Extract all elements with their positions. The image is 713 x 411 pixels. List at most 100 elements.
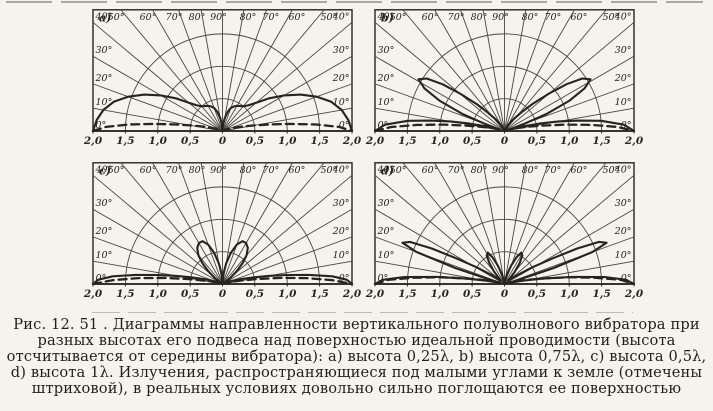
grid-arc	[439, 65, 570, 132]
radial-tick-label: 0,5	[463, 135, 481, 147]
caption-line: d) высота 1λ. Излучения, распространяющи…	[10, 363, 703, 381]
radial-tick-label: 1,0	[431, 288, 450, 300]
angle-label: 30°	[378, 198, 395, 209]
angle-label: 10°	[378, 250, 395, 261]
radiation-pattern-chart-d: 50° 60° 70° 80° 90° 80° 70° 60° 50°40° 40°30° 30°2…	[365, 162, 644, 300]
grid-ray	[222, 9, 294, 132]
radial-tick-label: 1,5	[398, 135, 416, 147]
grid-ray	[374, 21, 505, 132]
radial-tick-label: 1,5	[310, 288, 328, 300]
plot-a: 50° 60° 70° 80° 90° 80° 70° 60° 50° 40° 40° 30° 30° 2…	[80, 9, 366, 155]
angle-label: 60°	[571, 165, 588, 176]
radial-tick-label: 2,0	[342, 135, 362, 147]
caption-line: разных высотах его подвеса над поверхнос…	[37, 331, 676, 349]
grid-ray	[92, 55, 223, 132]
plot-d: 50° 60° 70° 80° 90° 80° 70° 60° 50° 40° 40° 30° 30° 2…	[362, 162, 648, 308]
pattern-curve-dashed	[91, 276, 354, 286]
plot-letter: a)	[99, 12, 111, 25]
grid-arc	[189, 251, 256, 285]
grid-ray	[504, 55, 635, 132]
angle-label: 90°	[492, 12, 509, 23]
grid-ray	[504, 236, 635, 285]
grid-ray	[151, 9, 223, 132]
angle-label: 20°	[95, 73, 113, 84]
grid-ray	[504, 162, 608, 285]
grid-ray	[222, 9, 326, 132]
angle-label: 70°	[262, 12, 279, 23]
grid-arc	[157, 218, 288, 285]
angle-label: 80°	[189, 12, 206, 23]
radial-tick-label: 0	[219, 288, 227, 300]
angle-label: 10°	[96, 97, 113, 108]
scan-artifact-line-top	[6, 1, 703, 3]
radial-tick-label: 2,0	[365, 288, 385, 300]
radial-tick-label: 2,0	[365, 135, 385, 147]
angle-label: 20°	[614, 73, 632, 84]
grid-arc	[157, 65, 288, 132]
plot-c: 50° 60° 70° 80° 90° 80° 70° 60° 50° 40° 40° 30° 30° 2…	[80, 162, 366, 308]
angle-label: 40°	[332, 11, 350, 22]
angle-label: 30°	[378, 45, 395, 56]
angle-label: 80°	[522, 12, 539, 23]
angle-label: 30°	[96, 198, 113, 209]
grid-ray	[119, 162, 223, 285]
grid-ray	[200, 9, 223, 132]
radial-tick-label: 2,0	[83, 135, 103, 147]
grid-ray	[222, 162, 326, 285]
angle-label: 20°	[614, 226, 632, 237]
angle-label: 60°	[140, 12, 157, 23]
radial-tick-label: 0,5	[246, 288, 264, 300]
angle-label: 30°	[615, 45, 632, 56]
angle-label: 80°	[240, 165, 257, 176]
angle-label: 70°	[544, 12, 561, 23]
radial-tick-label: 1,0	[278, 135, 297, 147]
grid-arc	[471, 251, 538, 285]
grid-ray	[433, 9, 505, 132]
radial-tick-label: 0,5	[528, 288, 546, 300]
radial-tick-label: 2,0	[83, 288, 103, 300]
radial-tick-label: 0,5	[181, 135, 199, 147]
angle-label: 90°	[210, 12, 227, 23]
angle-label: 50°	[602, 165, 619, 176]
angle-label: 0°	[621, 273, 632, 284]
radial-tick-label: 0	[501, 288, 509, 300]
radial-tick-label: 1,5	[116, 135, 134, 147]
angle-label: 70°	[448, 12, 465, 23]
angle-label: 40°	[377, 11, 395, 22]
caption-line: штриховой), в реальных условиях довольно…	[31, 379, 682, 397]
caption-line: Рис. 12. 51 . Диаграммы направленности в…	[13, 316, 700, 333]
angle-label: 40°	[614, 164, 632, 175]
angle-label: 50°	[390, 12, 407, 23]
scan-artifact-line-mid	[92, 312, 633, 313]
grid-ray	[504, 9, 527, 132]
angle-label: 30°	[333, 198, 350, 209]
grid-ray	[222, 174, 353, 285]
pattern-curve-dashed	[91, 122, 354, 133]
angle-label: 0°	[96, 120, 107, 131]
radial-tick-label: 0,5	[246, 135, 264, 147]
angle-label: 20°	[377, 226, 395, 237]
grid-ray	[482, 162, 505, 285]
radial-tick-label: 2,0	[624, 288, 644, 300]
radial-tick-label: 1,5	[116, 288, 134, 300]
grid-ray	[504, 162, 576, 285]
radial-tick-label: 1,0	[431, 135, 450, 147]
radial-tick-label: 1,5	[398, 288, 416, 300]
grid-ray	[401, 162, 505, 285]
angle-label: 10°	[96, 250, 113, 261]
angle-label: 50°	[602, 12, 619, 23]
angle-label: 70°	[166, 12, 183, 23]
grid-arc	[406, 33, 603, 132]
grid-ray	[92, 208, 223, 285]
angle-label: 0°	[339, 120, 350, 131]
grid-ray	[504, 21, 635, 132]
grid-ray	[504, 107, 635, 132]
caption-line: отсчитывается от середины вибратора): a)…	[6, 347, 707, 365]
radiation-pattern-chart-c: 50° 60° 70° 80° 90° 80° 70° 60° 50°40° 40°30° 30°2…	[83, 162, 362, 300]
radial-tick-label: 1,5	[592, 135, 610, 147]
grid-ray	[92, 236, 223, 285]
angle-label: 50°	[390, 165, 407, 176]
angle-label: 10°	[615, 97, 632, 108]
radial-tick-label: 2,0	[624, 135, 644, 147]
